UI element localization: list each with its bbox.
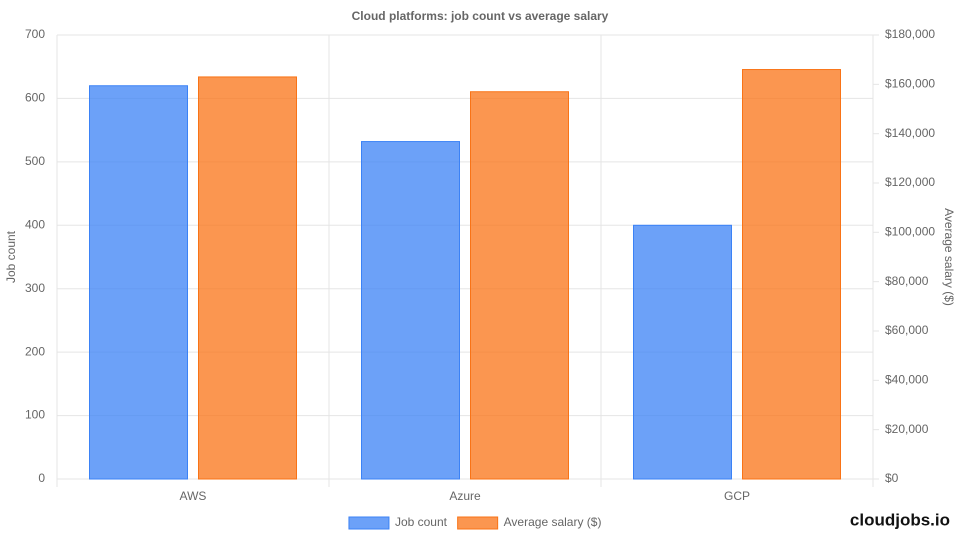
y-tick-label: 500 (25, 154, 45, 168)
watermark: cloudjobs.io (850, 510, 950, 529)
y-axis-label: Job count (4, 230, 18, 283)
bar (470, 91, 569, 480)
y2-tick-label: $180,000 (885, 27, 935, 41)
y-tick-label: 100 (25, 408, 45, 422)
y2-tick-label: $160,000 (885, 77, 935, 91)
legend-label: Job count (395, 515, 448, 529)
bar (89, 85, 188, 480)
bar (742, 69, 841, 480)
y-tick-label: 700 (25, 27, 45, 41)
y2-tick-label: $60,000 (885, 323, 929, 337)
y-tick-label: 400 (25, 217, 45, 231)
y2-tick-label: $80,000 (885, 274, 929, 288)
bar (198, 76, 297, 480)
x-tick-label: Azure (449, 489, 481, 503)
y2-axis-label: Average salary ($) (942, 208, 956, 306)
y-tick-label: 600 (25, 91, 45, 105)
y2-tick-label: $140,000 (885, 126, 935, 140)
legend-swatch (457, 516, 499, 530)
bar (361, 141, 460, 480)
y2-tick-label: $40,000 (885, 373, 929, 387)
chart-title: Cloud platforms: job count vs average sa… (352, 9, 609, 23)
legend-label: Average salary ($) (504, 515, 602, 529)
x-tick-label: GCP (724, 489, 750, 503)
y2-tick-label: $120,000 (885, 175, 935, 189)
bar (633, 224, 732, 480)
y2-tick-label: $0 (885, 471, 899, 485)
y2-tick-label: $100,000 (885, 225, 935, 239)
y-tick-label: 300 (25, 281, 45, 295)
y-tick-label: 0 (38, 471, 45, 485)
y-tick-label: 200 (25, 344, 45, 358)
y2-tick-label: $20,000 (885, 422, 929, 436)
legend-swatch (348, 516, 390, 530)
x-tick-label: AWS (180, 489, 207, 503)
